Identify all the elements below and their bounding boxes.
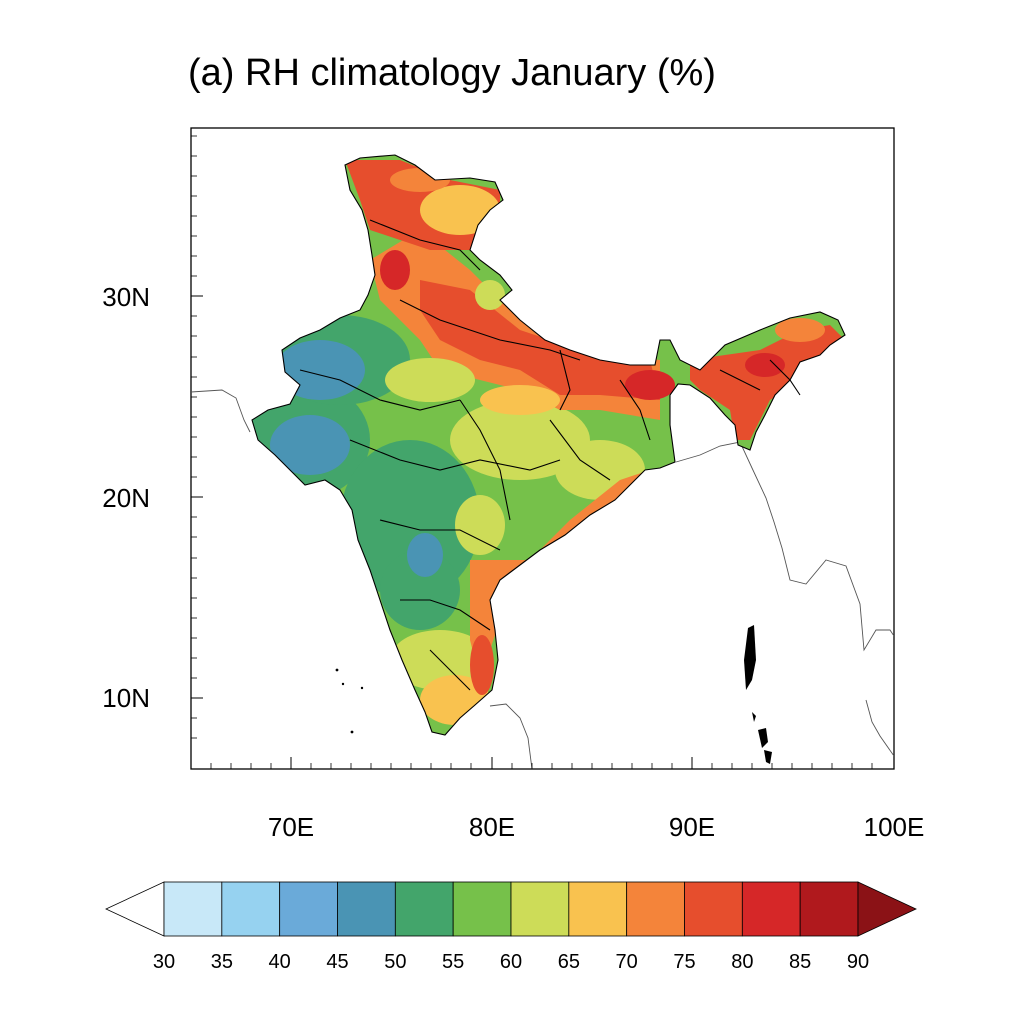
colorbar-level-label: 90 [847,951,869,973]
colorbar-level-label: 70 [616,951,638,973]
colorbar-level-label: 65 [558,951,580,973]
colorbar-bin [163,881,223,937]
colorbar-bin [741,881,801,937]
colorbar-bin [221,881,281,937]
colorbar-bin [626,881,685,937]
colorbar-level-label: 40 [269,951,291,973]
x-tick-label-70e: 70E [268,812,314,842]
colorbar-bin [568,881,628,937]
colorbar-level-label: 80 [731,951,753,973]
colorbar-level-label: 85 [789,951,811,973]
colorbar-level-label: 35 [211,951,233,973]
y-tick-label-10n: 10N [102,683,150,713]
x-tick-label-90e: 90E [669,812,715,842]
colorbar-level-label: 45 [326,951,348,973]
bay-coastline [675,441,894,652]
colorbar-labels: 30 35 40 45 50 55 60 65 70 75 80 85 90 [153,951,869,973]
colorbar-bin [452,881,512,937]
colorbar-lower-extension [105,881,165,937]
colorbar-level-label: 75 [673,951,695,973]
colorbar-bin [394,881,454,937]
india-outline [251,154,846,736]
colorbar-level-label: 55 [442,951,464,973]
colorbar-bin [337,881,396,937]
west-coastline [191,389,251,433]
chart-title: (a) RH climatology January (%) [188,52,716,94]
malay-coastline [865,699,894,757]
y-tick-label-20n: 20N [102,483,150,513]
colorbar-level-label: 30 [153,951,175,973]
colorbar-upper-extension [857,881,917,937]
colorbar-bin [799,881,859,937]
x-tick-label-100e: 100E [864,812,925,842]
colorbar-bin [510,881,570,937]
islands [335,625,772,764]
colorbar-level-label: 60 [500,951,522,973]
colorbar-bin [279,881,338,937]
coastlines [191,389,894,769]
state-borders [251,154,846,736]
colorbar-bin [684,881,743,937]
y-tick-label-30n: 30N [102,282,150,312]
sri-lanka-coastline [489,703,533,769]
colorbar [105,881,917,937]
axis-ticks [191,135,895,769]
x-tick-label-80e: 80E [469,812,515,842]
colorbar-level-label: 50 [384,951,406,973]
